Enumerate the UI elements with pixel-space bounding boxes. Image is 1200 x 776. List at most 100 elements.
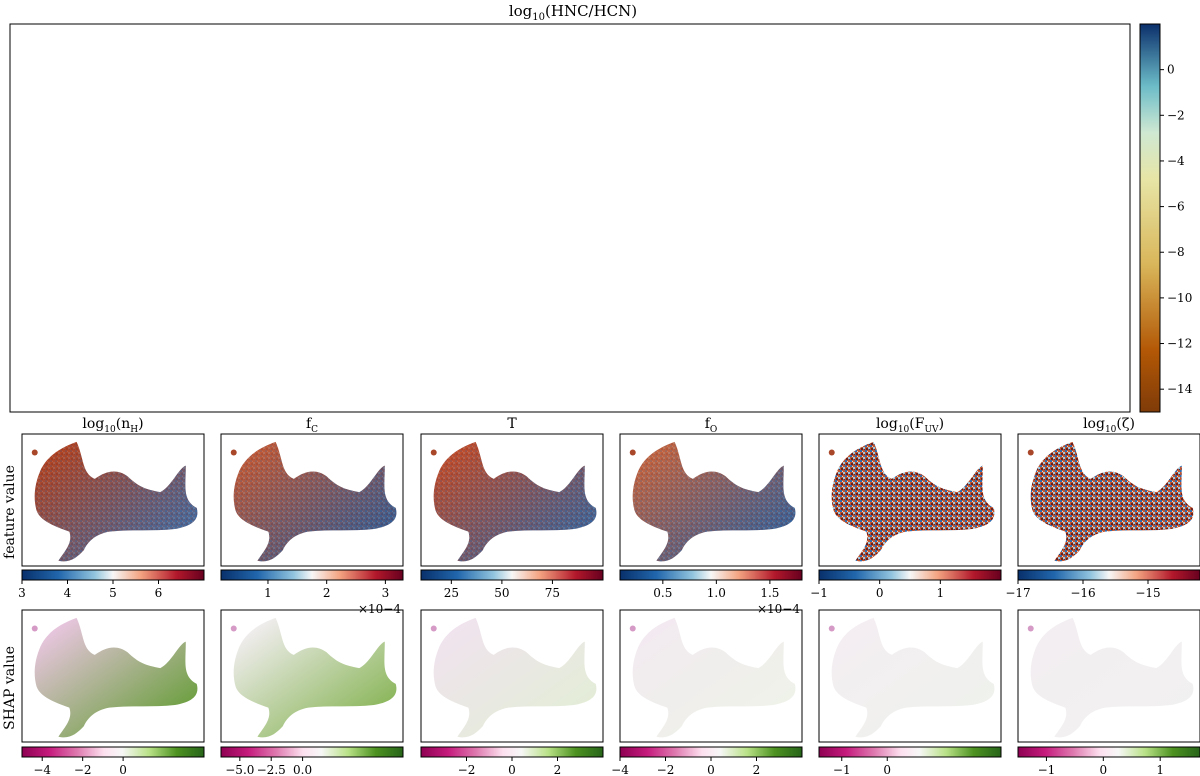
feat-scatter-3 [632, 441, 796, 562]
feat-panel-2: T 25 50 75 [420, 416, 604, 600]
feat-panel-4: log10(FUV) −1 0 1 [810, 416, 1002, 600]
feat-colorbar-3 [619, 569, 803, 581]
feat-frame-1 [220, 433, 404, 567]
feat-panel-3: fO 0.5 1.0 1.5 ×10−4 [619, 416, 803, 616]
shap-panel-0: −4 −2 0 [21, 609, 205, 776]
shap-scatter-5 [1030, 617, 1194, 738]
feat-frame-4 [818, 433, 1002, 567]
main-colorbar: 0 −2 −4 −6 −8 −10 −12 −14 [1139, 23, 1193, 413]
shap-cbar-tick-label-3-3: 2 [753, 763, 761, 776]
main-title: log10(HNC/HCN) [509, 2, 637, 23]
main-cbar-tick-label-0: 0 [1167, 63, 1175, 77]
shap-scatter-1 [233, 617, 397, 738]
feat-colorbar-1 [220, 569, 404, 581]
shap-cbar-tick-label-3-0: −4 [611, 763, 629, 776]
panel-title-4: log10(FUV) [876, 416, 944, 435]
feat-cbar-tick-label-3-0: 0.5 [653, 586, 672, 600]
shap-frame-0 [21, 609, 205, 743]
feat-cbar-tick-label-4-1: 0 [876, 586, 884, 600]
shap-frame-2 [420, 609, 604, 743]
feat-cbar-tick-label-4-0: −1 [810, 586, 828, 600]
feat-cbar-tick-label-2-1: 50 [494, 586, 509, 600]
row-label-shap: SHAP value [2, 646, 18, 730]
shap-panel-4: −1 0 [818, 609, 1002, 776]
feat-scatter-5 [1030, 441, 1194, 562]
feat-cbar-tick-label-4-2: 1 [937, 586, 945, 600]
main-plot-frame [9, 23, 1131, 413]
main-cbar-tick-label-4: −8 [1167, 245, 1185, 259]
feat-cbar-tick-label-1-2: 3 [382, 586, 390, 600]
main-cbar-tick-label-1: −2 [1167, 108, 1185, 122]
feat-frame-0 [21, 433, 205, 567]
shap-frame-5 [1017, 609, 1200, 743]
panel-title-1: fC [306, 416, 318, 435]
main-cbar-tick-label-5: −10 [1167, 291, 1192, 305]
feat-colorbar-5 [1017, 569, 1200, 581]
feat-panel-5: log10(ζ) −17 −16 −15 [1005, 416, 1200, 600]
feat-frame-5 [1017, 433, 1200, 567]
shap-cbar-tick-label-1-2: 0.0 [293, 763, 312, 776]
panel-title-5: log10(ζ) [1083, 416, 1135, 435]
feat-cbar-tick-label-3-2: 1.5 [760, 586, 779, 600]
feat-scatter-1 [233, 441, 397, 562]
feat-scatter-2 [433, 441, 597, 562]
feat-cbar-tick-label-0-3: 6 [155, 586, 163, 600]
shap-panel-3: −4 −2 0 2 [611, 609, 803, 776]
feat-cbar-tick-label-0-0: 3 [18, 586, 26, 600]
feat-cbar-tick-label-3-1: 1.0 [707, 586, 726, 600]
shap-cbar-tick-label-4-0: −1 [833, 763, 851, 776]
feat-frame-3 [619, 433, 803, 567]
main-scatter [72, 42, 1075, 391]
small-panels: log10(nH) 3 4 5 6 fC 1 2 3 ×10−4 T 25 50 75 fO 0.5 1.0 1.… [18, 416, 1200, 776]
shap-cbar-tick-label-0-0: −4 [33, 763, 51, 776]
shap-colorbar-3 [619, 746, 803, 758]
shap-cbar-tick-label-2-1: 0 [508, 763, 516, 776]
shap-cbar-tick-label-0-1: −2 [74, 763, 92, 776]
shap-scatter-0 [34, 617, 198, 738]
feat-panel-0: log10(nH) 3 4 5 6 [18, 416, 205, 600]
feat-cbar-tick-label-1-1: 2 [323, 586, 331, 600]
feat-cbar-tick-label-2-2: 75 [545, 586, 560, 600]
shap-colorbar-4 [818, 746, 1002, 758]
shap-scatter-4 [831, 617, 995, 738]
row-label-feature: feature value [2, 465, 18, 559]
shap-panel-2: −2 0 2 [420, 609, 604, 776]
shap-frame-4 [818, 609, 1002, 743]
feat-cbar-tick-label-5-2: −15 [1135, 586, 1160, 600]
shap-cbar-tick-label-0-2: 0 [119, 763, 127, 776]
feat-colorbar-2 [420, 569, 604, 581]
shap-colorbar-5 [1017, 746, 1200, 758]
panel-title-0: log10(nH) [82, 416, 143, 435]
feat-cbar-tick-label-2-0: 25 [444, 586, 459, 600]
shap-cbar-tick-label-1-1: −2.5 [257, 763, 286, 776]
shap-panel-1: −5.0 −2.5 0.0 [220, 609, 404, 776]
shap-cbar-tick-label-5-1: 0 [1099, 763, 1107, 776]
shap-cbar-tick-label-3-2: 0 [707, 763, 715, 776]
shap-cbar-tick-label-5-0: −1 [1038, 763, 1056, 776]
shap-frame-3 [619, 609, 803, 743]
shap-cbar-tick-label-2-2: 2 [554, 763, 562, 776]
shap-scatter-3 [632, 617, 796, 738]
feat-panel-1: fC 1 2 3 ×10−4 [220, 416, 404, 616]
shap-colorbar-1 [220, 746, 404, 758]
main-cbar-tick-label-2: −4 [1167, 154, 1185, 168]
shap-cbar-tick-label-2-0: −2 [458, 763, 476, 776]
feat-cbar-tick-label-1-0: 1 [264, 586, 272, 600]
feat-cbar-exponent-1: ×10−4 [358, 602, 401, 616]
shap-frame-1 [220, 609, 404, 743]
feat-cbar-exponent-3: ×10−4 [757, 602, 800, 616]
feat-cbar-tick-label-5-0: −17 [1005, 586, 1030, 600]
shap-cbar-tick-label-3-1: −2 [657, 763, 675, 776]
shap-cbar-tick-label-4-1: 0 [883, 763, 891, 776]
panel-title-3: fO [705, 416, 718, 435]
shap-colorbar-0 [21, 746, 205, 758]
panel-title-2: T [507, 416, 517, 432]
feat-scatter-4 [831, 441, 995, 562]
shap-cbar-tick-label-1-0: −5.0 [225, 763, 254, 776]
feat-scatter-0 [34, 441, 198, 562]
main-cbar-tick-label-7: −14 [1167, 382, 1193, 396]
shap-colorbar-2 [420, 746, 604, 758]
main-cbar-tick-label-6: −12 [1167, 337, 1192, 351]
feat-colorbar-0 [21, 569, 205, 581]
